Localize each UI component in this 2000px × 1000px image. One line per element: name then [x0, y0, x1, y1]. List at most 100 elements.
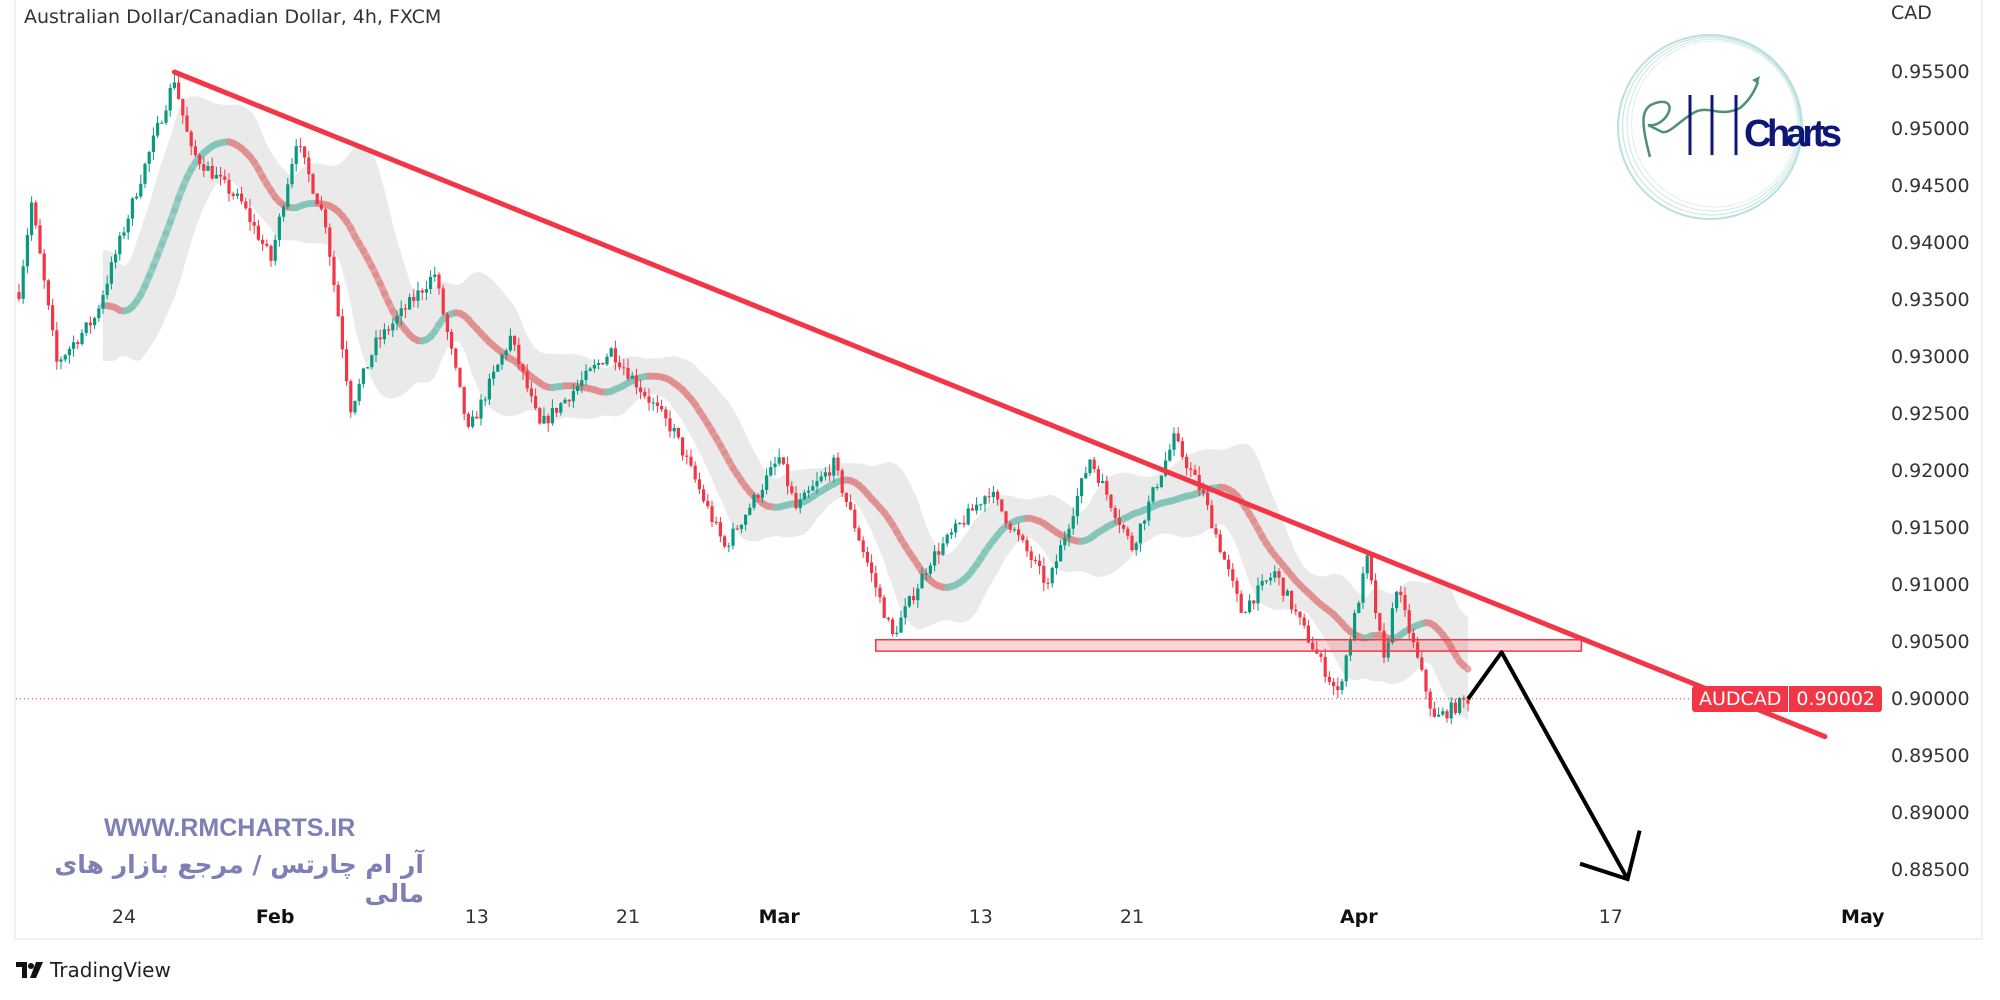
candle-body [164, 110, 168, 123]
price-tick-label: 0.93500 [1891, 289, 1970, 311]
candle-body [580, 380, 584, 386]
candle-body [370, 355, 374, 368]
candle-body [1084, 473, 1088, 479]
candle-body [844, 492, 848, 502]
candle-body [668, 418, 672, 432]
candle-body [1453, 702, 1457, 714]
candle-body [1311, 642, 1315, 650]
candle-body [1075, 496, 1079, 517]
candle-body [387, 329, 391, 331]
tradingview-logo[interactable]: TradingView [16, 958, 171, 982]
candle-body [139, 183, 143, 197]
candle-body [1399, 591, 1403, 595]
candle-body [1109, 494, 1113, 508]
candle-body [1395, 591, 1399, 609]
candle-body [1302, 617, 1306, 626]
price-tick-label: 0.92500 [1891, 403, 1970, 425]
candle-body [399, 308, 403, 317]
candle-body [1134, 543, 1138, 550]
candle-body [1256, 585, 1260, 604]
candle-body [1033, 560, 1037, 562]
candle-body [802, 492, 806, 500]
candle-body [1361, 573, 1365, 603]
candle-body [706, 500, 710, 507]
candle-body [177, 82, 181, 99]
chart-title: Australian Dollar/Canadian Dollar, 4h, F… [24, 6, 442, 28]
candle-body [920, 574, 924, 589]
candle-body [1189, 468, 1193, 470]
candle-body [185, 115, 189, 132]
candle-body [1042, 565, 1046, 583]
candle-body [878, 587, 882, 598]
candle-body [1017, 529, 1021, 536]
price-tick-label: 0.88500 [1891, 859, 1970, 881]
candle-body [1004, 511, 1008, 524]
candle-body [697, 479, 701, 490]
candle-body [731, 528, 735, 546]
candle-body [886, 617, 890, 620]
candle-body [1029, 551, 1033, 561]
candle-body [924, 573, 928, 575]
candle-body [529, 388, 533, 397]
candle-body [1172, 433, 1176, 450]
candle-body [282, 206, 286, 217]
candle-body [273, 239, 277, 261]
candle-body [42, 253, 46, 281]
candle-body [966, 508, 970, 525]
candle-body [996, 491, 1000, 500]
candle-body [567, 399, 571, 402]
candle-body [1000, 499, 1004, 512]
candle-body [202, 164, 206, 171]
candle-body [748, 507, 752, 515]
candle-body [231, 193, 235, 196]
candle-body [151, 135, 155, 152]
candle-body [101, 295, 105, 309]
candle-body [1462, 697, 1466, 700]
candle-body [622, 367, 626, 369]
candle-body [1344, 655, 1348, 682]
watermark-url: WWW.RMCHARTS.IR [104, 814, 356, 842]
candle-body [949, 532, 953, 535]
candle-body [1180, 441, 1184, 457]
candle-body [945, 534, 949, 544]
candle-body [1151, 487, 1155, 502]
candle-body [933, 551, 937, 566]
candle-body [492, 371, 496, 379]
currency-label: CAD [1891, 2, 1932, 24]
candle-body [25, 235, 29, 267]
candle-body [928, 565, 932, 574]
candle-body [458, 367, 462, 387]
candle-body [1357, 602, 1361, 613]
candle-body [723, 536, 727, 547]
candle-body [193, 146, 197, 156]
candle-body [517, 344, 521, 365]
candle-body [248, 208, 252, 222]
price-tick-label: 0.91500 [1891, 517, 1970, 539]
candle-body [1277, 571, 1281, 578]
candle-body [1281, 577, 1285, 596]
candle-body [1252, 600, 1256, 604]
price-tick-label: 0.94000 [1891, 232, 1970, 254]
candle-body [1008, 523, 1012, 530]
candle-body [513, 335, 517, 345]
candle-body [1122, 525, 1126, 529]
candle-body [420, 290, 424, 293]
candle-body [870, 562, 874, 574]
candle-body [735, 528, 739, 530]
candle-body [504, 350, 508, 355]
candle-body [349, 381, 353, 413]
candle-body [105, 283, 109, 296]
candle-body [702, 489, 706, 501]
candle-body [265, 243, 269, 246]
candle-body [1294, 609, 1298, 612]
tradingview-icon [16, 962, 43, 978]
candle-body [298, 146, 302, 148]
candle-body [508, 335, 512, 351]
candle-body [861, 540, 865, 553]
candle-body [819, 476, 823, 482]
candle-body [1113, 507, 1117, 519]
candle-body [1403, 594, 1407, 611]
support-zone [875, 638, 1583, 652]
candle-body [1210, 505, 1214, 529]
